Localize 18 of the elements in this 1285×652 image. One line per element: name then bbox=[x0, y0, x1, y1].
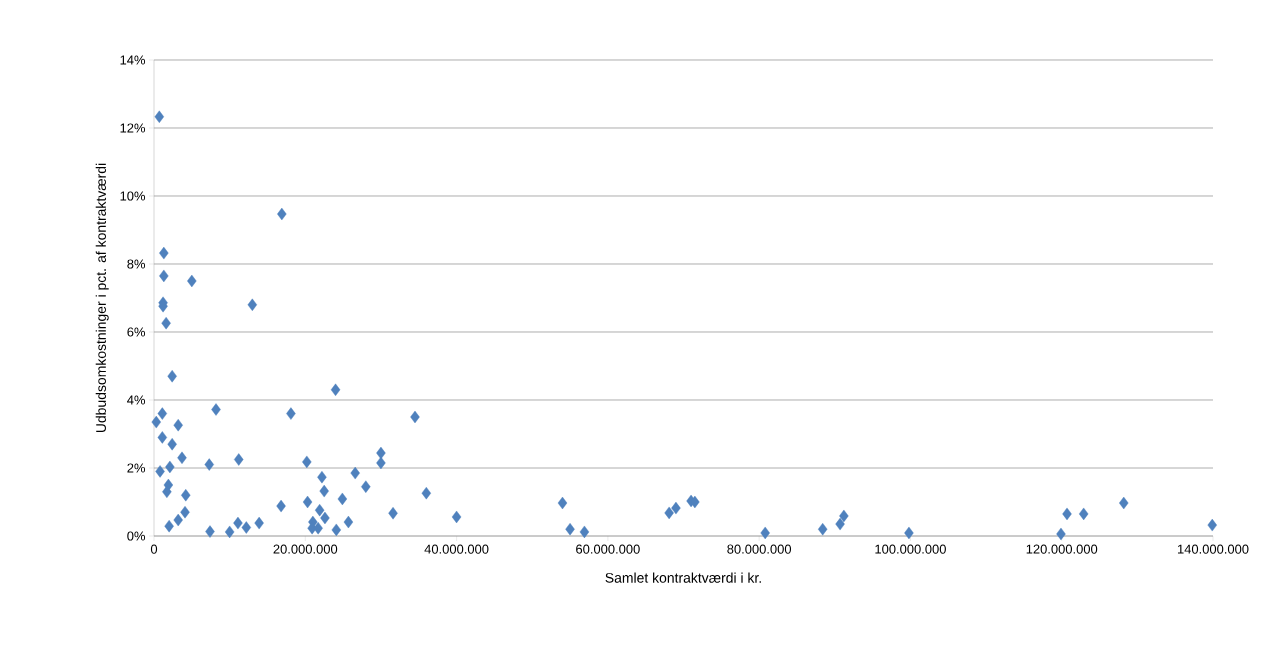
y-tick-label: 0% bbox=[127, 531, 146, 541]
y-tick-label: 4% bbox=[127, 395, 146, 405]
x-tick-label: 80.000.000 bbox=[727, 544, 792, 554]
y-tick-label: 10% bbox=[120, 191, 146, 201]
x-tick-label: 140.000.000 bbox=[1177, 544, 1249, 554]
x-tick-label: 20.000.000 bbox=[273, 544, 338, 554]
x-tick-label: 120.000.000 bbox=[1026, 544, 1098, 554]
y-tick-label: 6% bbox=[127, 327, 146, 337]
x-tick-label: 40.000.000 bbox=[424, 544, 489, 554]
y-tick-label: 2% bbox=[127, 463, 146, 473]
x-tick-label: 60.000.000 bbox=[576, 544, 640, 554]
x-tick-label: 100.000.000 bbox=[875, 544, 946, 554]
y-tick-label: 8% bbox=[127, 259, 146, 269]
y-tick-label: 12% bbox=[120, 123, 146, 133]
y-tick-label: 14% bbox=[120, 55, 146, 65]
y-axis-title: Udbudsomkostninger i pct. af kontraktværdi bbox=[95, 163, 109, 433]
x-axis-title: Samlet kontraktværdi i kr. bbox=[605, 572, 761, 583]
x-tick-label: 0 bbox=[150, 544, 158, 554]
